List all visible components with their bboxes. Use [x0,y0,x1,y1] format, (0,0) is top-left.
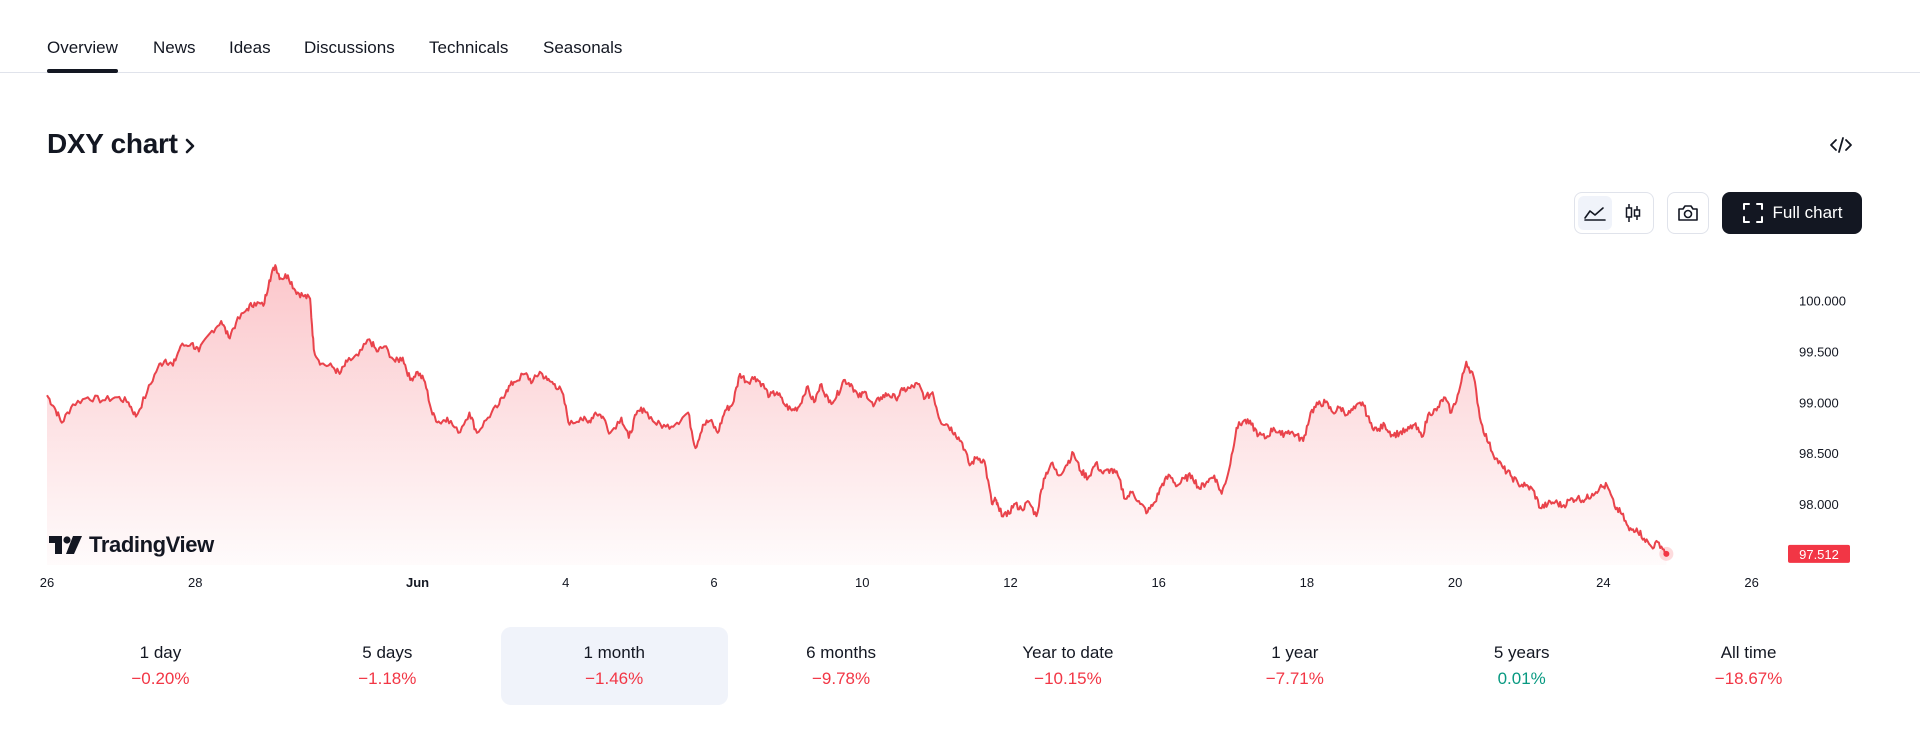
x-tick-label: 26 [40,575,54,590]
range-1-month[interactable]: 1 month −1.46% [500,627,728,705]
range-label: 1 month [583,643,645,662]
x-tick-label: 20 [1448,575,1462,590]
candles-style-button[interactable] [1616,196,1650,230]
range-change: −18.67% [1714,669,1783,688]
performance-ranges: 1 day −0.20% 5 days −1.18% 1 month −1.46% 6… [47,627,1862,705]
x-tick-label: 6 [710,575,717,590]
range-change: 0.01% [1497,669,1546,688]
page-title: DXY chart [47,128,178,159]
x-tick-label: 26 [1744,575,1758,590]
x-tick-label: 4 [562,575,569,590]
range-year-to-date[interactable]: Year to date −10.15% [955,627,1182,705]
embed-code-icon [1830,137,1852,153]
range-all-time[interactable]: All time −18.67% [1635,627,1862,705]
range-label: 5 days [362,643,413,662]
price-line [46,264,1667,556]
x-tick-label: 28 [188,575,202,590]
y-tick-label: 99.000 [1799,395,1839,410]
price-chart[interactable]: 100.000 99.500 99.000 98.500 98.000 97.512 2… [0,245,1880,595]
range-1-year[interactable]: 1 year −7.71% [1181,627,1408,705]
range-change: −7.71% [1265,669,1324,688]
full-chart-button[interactable]: Full chart [1722,192,1862,234]
snapshot-button[interactable] [1667,192,1709,234]
range-change: −1.46% [585,669,644,688]
range-change: −10.15% [1034,669,1102,688]
area-style-button[interactable] [1578,196,1612,230]
last-price-dot [1663,550,1670,557]
range-change: −1.18% [358,669,417,688]
y-tick-label: 98.500 [1799,446,1839,461]
range-6-months[interactable]: 6 months −9.78% [728,627,955,705]
price-area [47,265,1667,565]
range-label: 5 years [1493,643,1550,662]
camera-icon [1678,205,1698,221]
chart-style-toggle [1574,192,1654,234]
range-label: Year to date [1022,643,1114,662]
x-axis: 26 28 Jun 4 6 10 12 16 18 20 24 26 [40,575,1759,590]
x-tick-label: 12 [1003,575,1017,590]
tab-ideas[interactable]: Ideas [229,38,271,57]
fullscreen-icon [1742,203,1763,223]
chevron-right-icon [185,138,194,154]
y-tick-label: 98.000 [1799,497,1839,512]
x-tick-label: 16 [1151,575,1165,590]
x-tick-label: 10 [855,575,869,590]
range-label: 1 year [1271,643,1319,662]
tradingview-logo-icon [49,536,82,554]
full-chart-label: Full chart [1772,203,1843,222]
last-price-label: 97.512 [1799,547,1839,562]
tab-overview[interactable]: Overview [47,38,118,73]
range-label: 1 day [139,643,182,662]
chart-title-link[interactable]: DXY chart [47,128,196,160]
range-5-days[interactable]: 5 days −1.18% [274,627,501,705]
range-change: −0.20% [131,669,190,688]
range-change: −9.78% [811,669,871,688]
x-tick-label: 24 [1596,575,1610,590]
x-tick-label: 18 [1300,575,1314,590]
range-label: 6 months [806,643,877,662]
area-chart-icon [1584,207,1606,221]
tab-seasonals[interactable]: Seasonals [543,38,623,57]
tradingview-logo[interactable]: TradingView [49,532,214,558]
tab-discussions[interactable]: Discussions [304,38,395,57]
range-5-years[interactable]: 5 years 0.01% [1408,627,1635,705]
tab-news[interactable]: News [153,38,196,57]
tab-bar: Overview News Ideas Discussions Technica… [0,0,1920,73]
range-label: All time [1720,643,1777,662]
embed-code-button[interactable] [1826,132,1856,158]
last-price-tag: 97.512 [1788,544,1850,563]
candles-icon [1625,204,1641,222]
range-1-day[interactable]: 1 day −0.20% [47,627,274,705]
y-axis: 100.000 99.500 99.000 98.500 98.000 [1799,294,1846,512]
tab-technicals[interactable]: Technicals [429,38,509,57]
x-tick-label: Jun [406,575,429,590]
y-tick-label: 100.000 [1799,294,1846,309]
y-tick-label: 99.500 [1799,345,1839,360]
tradingview-logo-text: TradingView [89,532,214,557]
